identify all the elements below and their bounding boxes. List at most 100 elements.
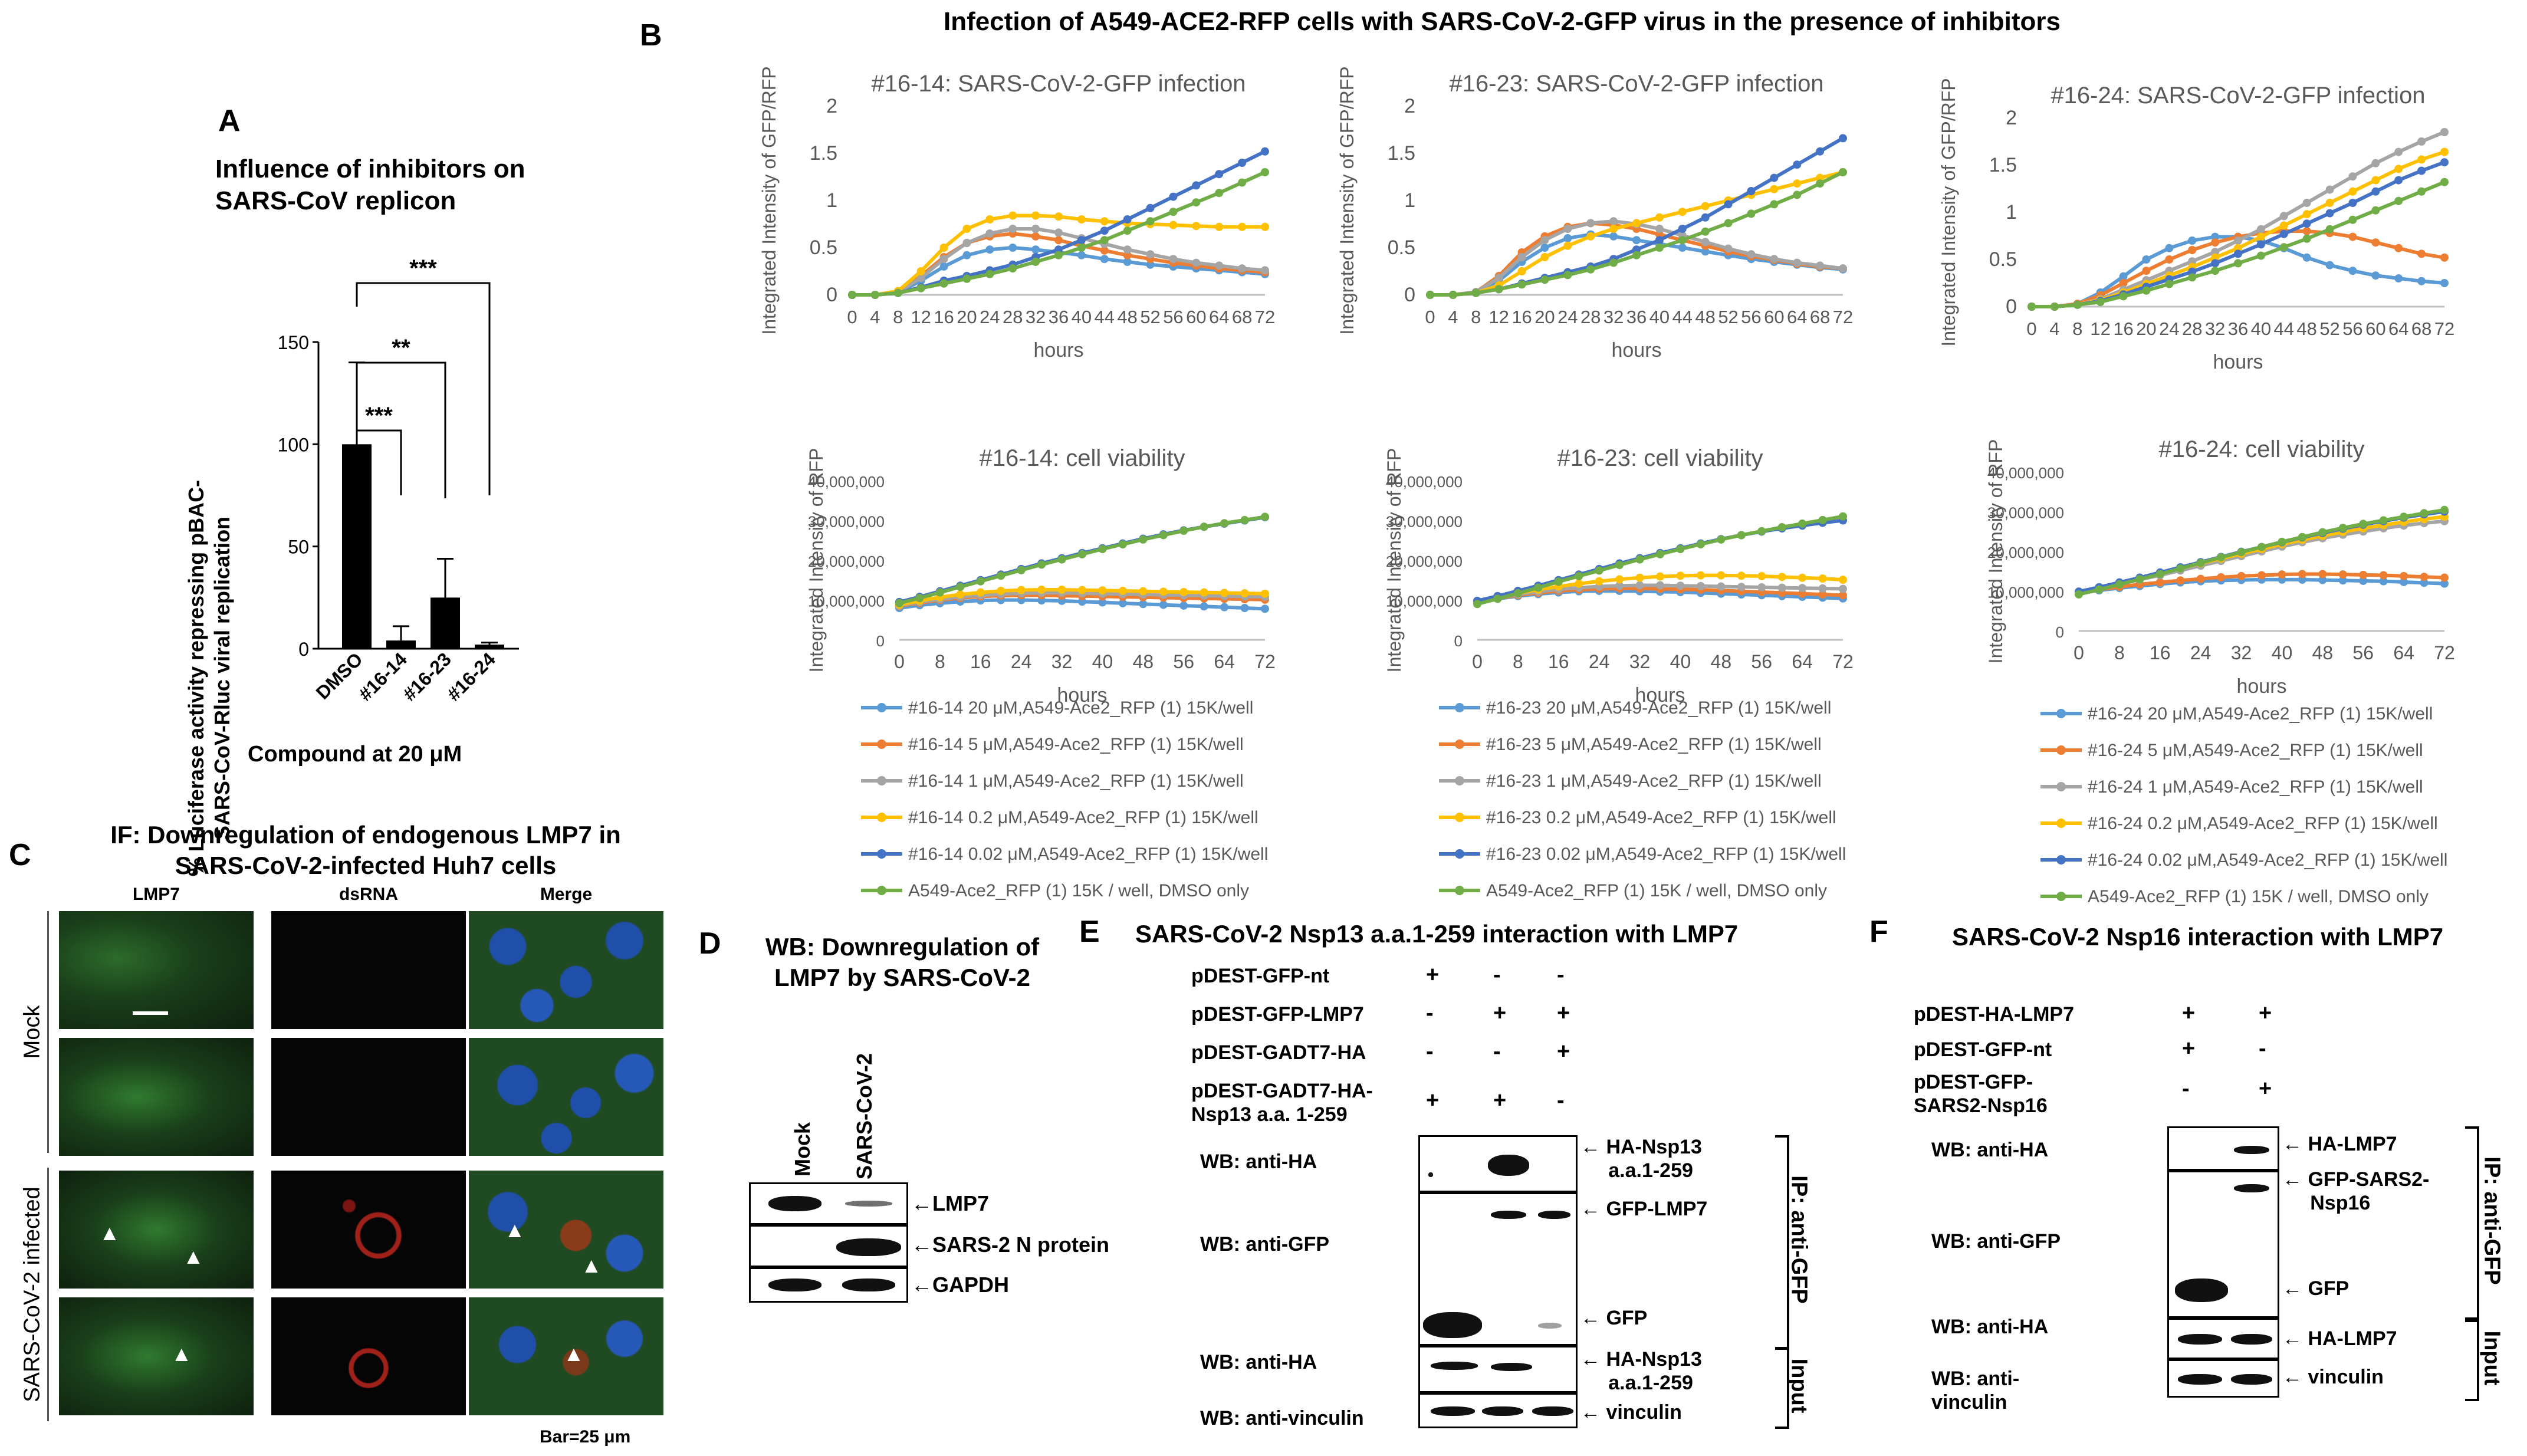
data-point [2440,253,2449,262]
x-tick-label: 24 [1011,651,1032,672]
legend-marker [1455,813,1464,822]
data-point [2142,286,2151,295]
micrograph-mock2-merge [469,1038,663,1156]
legend-marker [1455,849,1464,859]
panel-f-row-1: pDEST-HA-LMP7 [1914,1003,2074,1026]
data-point [915,594,924,603]
panel-e-wb-gfp: WB: anti-GFP [1200,1233,1330,1255]
x-tick-label: 72 [1254,651,1276,672]
data-point [2379,571,2388,580]
data-point [1078,550,1086,558]
x-tick-label: 0 [1425,307,1435,327]
data-point [1159,531,1168,540]
data-point [2359,576,2368,585]
data-point [2371,271,2380,280]
data-point [976,588,985,597]
legend-label: #16-14 5 μM,A549-Ace2_RFP (1) 15K/well [908,735,1244,754]
panel-c-title: IF: Downregulation of endogenous LMP7 in… [71,820,660,881]
y-tick-label: 2 [1404,95,1415,117]
data-point [2155,578,2164,587]
panel-f-band-vinculin-text: vinculin [2308,1366,2384,1388]
data-point [1724,244,1733,253]
data-point [2420,509,2429,518]
data-point [1839,576,1847,584]
data-point [2050,303,2059,311]
data-point [2417,166,2426,175]
data-point [1098,586,1107,595]
y-axis-label: Integrated Intensity of GFP/RFP [758,66,780,334]
significance-label: ** [392,335,410,361]
arrowhead-icon: ▲ [563,1342,584,1366]
panel-e-wb-ha: WB: anti-HA [1200,1151,1317,1173]
data-point [985,215,994,224]
data-point [2302,234,2311,243]
data-point [1615,561,1624,570]
data-point [2278,570,2286,579]
data-point [2420,579,2429,587]
panel-f-band-gfp-nsp16: ← GFP-SARS2- Nsp16 [2282,1168,2430,1214]
data-point [962,251,971,259]
micrograph-inf2-dsrna [271,1297,466,1415]
micrograph-inf1-lmp7: ▲ ▲ [59,1171,254,1289]
data-point [1057,555,1066,564]
x-tick-label: 28 [1580,307,1601,327]
legend-marker [1455,703,1464,712]
panel-c-col-dsrna: dsRNA [339,885,398,904]
x-tick-label: 40 [2272,642,2293,663]
y-tick-label: 30,000,000 [1987,504,2064,522]
data-point [1701,247,1710,256]
data-point [2417,137,2426,146]
y-tick-label: 1 [1404,189,1415,212]
series-line [1430,170,1844,297]
y-tick-label: 0 [2006,295,2017,318]
panel-e-sign: + [1426,962,1440,987]
data-point [1139,535,1148,544]
series-line [1430,170,1844,297]
y-tick-label: 0.5 [1989,248,2017,271]
panel-e-sign: + [1557,1001,1570,1026]
x-axis-label: hours [1033,339,1083,361]
panel-a-ylabel-line1: % Luciferase activity repressing pBAC- [184,479,208,877]
data-point [1146,203,1155,212]
data-point [1100,236,1109,245]
data-point [2073,300,2082,309]
legend-marker [877,739,886,749]
data-point [1757,572,1766,580]
data-point [1179,527,1188,535]
data-point [2155,570,2164,579]
x-tick-label: 32 [1051,651,1073,672]
x-tick-label: 60 [2365,318,2385,339]
x-tick-label: 20 [957,307,977,327]
y-tick-label: 10,000,000 [1987,584,2064,602]
x-tick-label: 36 [1049,307,1069,327]
panel-e-sign: - [1426,1039,1434,1064]
data-point [2142,255,2151,264]
data-point [1816,147,1825,156]
y-tick-label: 1 [2006,201,2017,224]
panel-f-letter: F [1869,915,1888,949]
panel-f-wb-vinculin-line1: WB: anti- [1931,1368,2020,1390]
data-point [2279,212,2288,221]
x-tick-label: 72 [1255,307,1275,327]
data-point [1793,190,1802,199]
data-point [2257,543,2266,551]
data-point [2400,577,2408,586]
data-point [1238,222,1247,231]
bar [386,640,416,649]
panel-f-row-3-line1: pDEST-GFP- [1914,1071,2033,1093]
data-point [2440,279,2449,287]
panel-f-sign: + [2259,1076,2272,1101]
x-tick-label: 56 [2352,642,2374,663]
data-point [2217,553,2226,562]
data-point [1655,236,1664,245]
y-tick-label: 40,000,000 [1386,473,1463,491]
x-tick-label: 48 [2312,642,2334,663]
micrograph-mock1-lmp7 [59,911,254,1029]
panel-d-band-lmp7-text: LMP7 [932,1191,990,1215]
data-point [1595,577,1603,586]
x-tick-label: 40 [1092,651,1113,672]
y-tick-label: 150 [278,332,309,353]
data-point [1118,540,1127,548]
data-point [893,288,902,297]
